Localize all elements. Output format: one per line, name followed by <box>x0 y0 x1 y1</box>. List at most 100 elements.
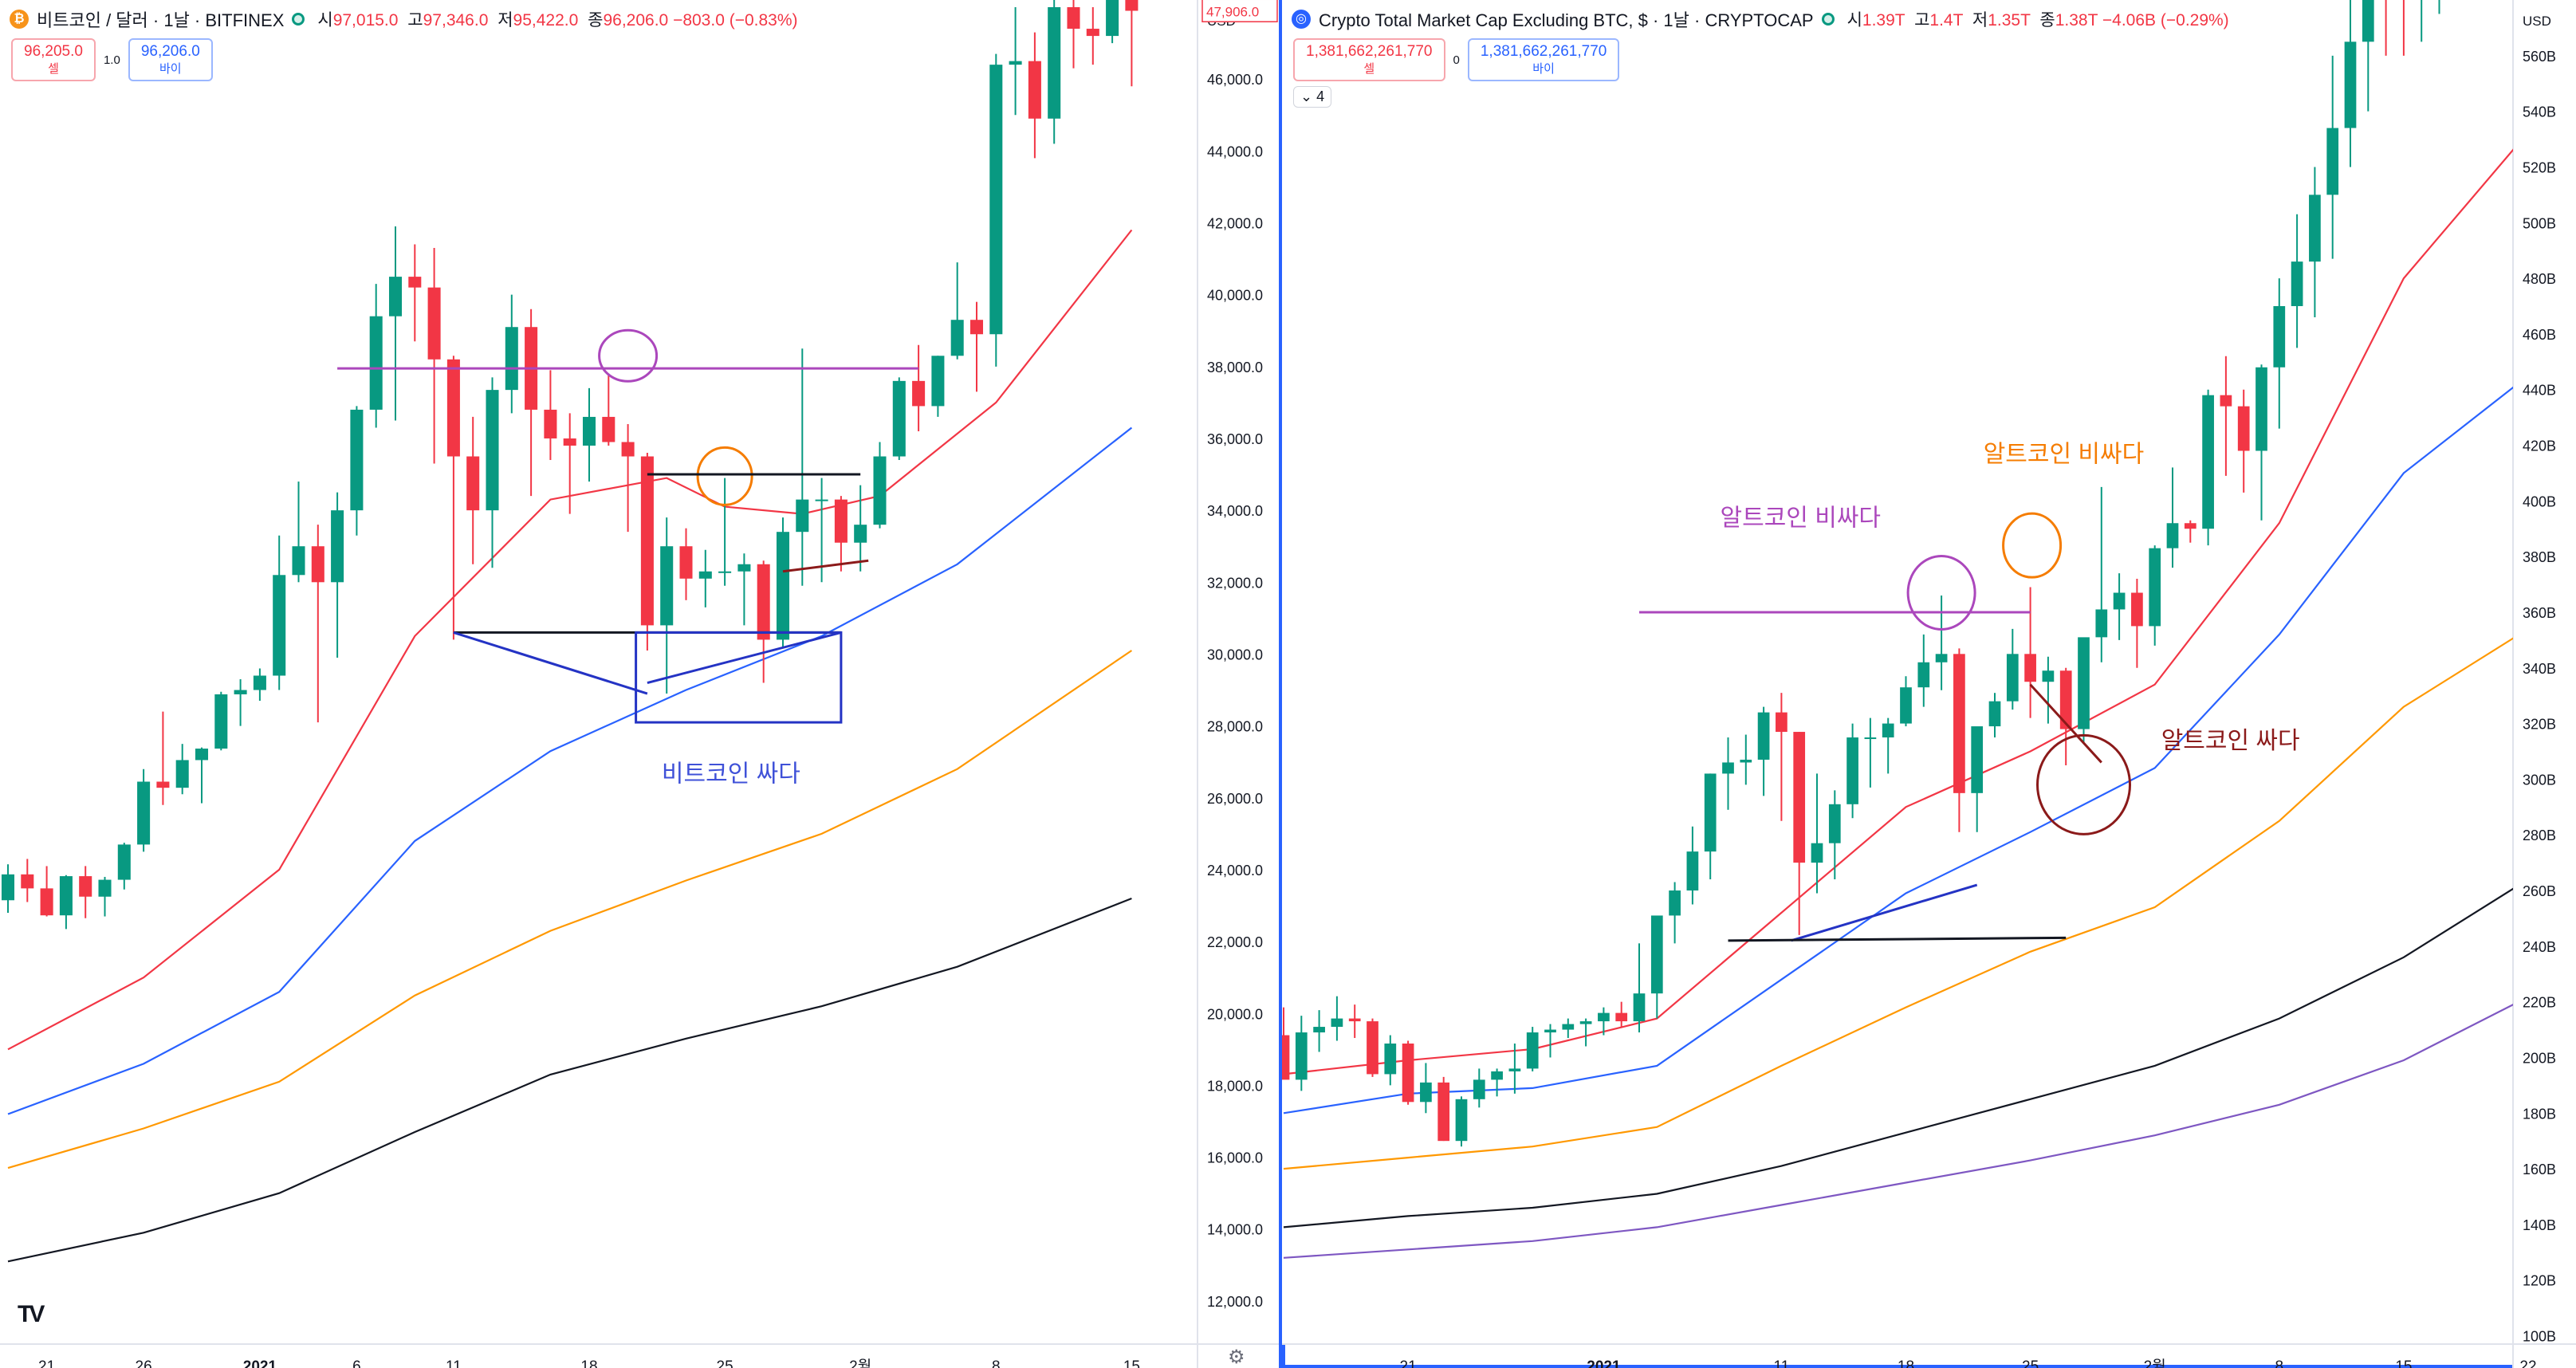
market-status-icon[interactable] <box>292 13 305 26</box>
candle-down <box>1953 654 1965 793</box>
y-tick-label: 140B <box>2523 1217 2556 1233</box>
close-value: 1.38T <box>2055 11 2098 29</box>
candle-up <box>175 760 189 788</box>
candle-down <box>834 499 848 543</box>
change-value: −4.06B (−0.29%) <box>2102 11 2229 29</box>
y-tick-label: 26,000.0 <box>1207 791 1263 807</box>
candle-up <box>350 409 364 511</box>
candle-down <box>21 874 34 889</box>
candle-down <box>79 876 92 897</box>
y-tick-label: 500B <box>2523 215 2556 231</box>
pane-divider[interactable] <box>1279 0 1282 1368</box>
moving-average-line <box>1283 887 2513 1228</box>
tradingview-logo[interactable]: TV <box>18 1301 45 1327</box>
y-tick-label: 38,000.0 <box>1207 360 1263 375</box>
market-status-icon[interactable] <box>1821 13 1835 26</box>
candle-down <box>757 564 770 640</box>
candle-up <box>1686 851 1699 891</box>
annotation-circle <box>1906 555 1976 631</box>
chevron-down-icon: ⌄ <box>1300 88 1313 104</box>
candle-down <box>156 781 170 788</box>
candle-down <box>544 409 557 438</box>
sell-button[interactable]: 1,381,662,261,770 셀 <box>1293 38 1445 81</box>
x-tick-label: 18 <box>1898 1358 1914 1368</box>
candle-up <box>1669 890 1681 916</box>
bitcoin-icon: ₿ <box>10 10 29 29</box>
altcap-candlestick-chart[interactable]: 100B 120B 140B 160B 180B 200B 220B 240B 260B 280B… <box>1282 0 2576 1368</box>
high-label: 고 <box>1914 11 1930 29</box>
candle-up <box>931 356 945 407</box>
candle-up <box>1864 737 1877 740</box>
annotation-text: 알트코인 싸다 <box>2161 728 2300 754</box>
candle-up <box>59 876 73 916</box>
candle-up <box>292 546 305 576</box>
candle-up <box>1846 737 1858 804</box>
settings-gear-icon[interactable]: ⚙ <box>1228 1346 1245 1368</box>
altcap-symbol-title[interactable]: Crypto Total Market Cap Excluding BTC, $… <box>1319 10 1814 30</box>
candle-down <box>1067 7 1080 29</box>
altcap-ohlc: 시1.39T 고1.4T 저1.35T 종1.38T −4.06B (−0.29… <box>1843 7 2229 31</box>
y-tick-label: 40,000.0 <box>1207 288 1263 304</box>
y-tick-label: 520B <box>2523 159 2556 175</box>
candle-down <box>621 442 635 457</box>
x-tick-label: 2021 <box>243 1358 277 1368</box>
altcap-legend: ◎ Crypto Total Market Cap Excluding BTC,… <box>1292 6 2229 32</box>
annotation-text: 알트코인 비싸다 <box>1984 441 2145 467</box>
candle-up <box>1384 1044 1397 1075</box>
candle-up <box>137 781 151 845</box>
candle-down <box>1793 732 1806 863</box>
y-tick-label: 22,000.0 <box>1207 934 1263 950</box>
buy-button[interactable]: 1,381,662,261,770 바이 <box>1467 38 1620 81</box>
btc-chart-pane[interactable]: 12,000.0 14,000.0 16,000.0 18,000.0 20,000.0… <box>0 0 1279 1368</box>
candle-up <box>2042 670 2055 682</box>
plot-area <box>0 0 1198 1344</box>
candle-up <box>1650 915 1663 994</box>
moving-average-line <box>7 229 1133 1051</box>
sell-label: 셀 <box>48 62 59 76</box>
candle-up <box>1420 1082 1432 1103</box>
candle-down <box>1437 1082 1450 1142</box>
candle-up <box>1722 762 1734 774</box>
y-tick-label: 440B <box>2523 383 2556 399</box>
candle-down <box>640 456 654 626</box>
sell-label: 셀 <box>1363 62 1375 76</box>
candle-down <box>1028 61 1041 119</box>
crypto-cap-icon: ◎ <box>1292 10 1311 29</box>
y-tick-label: 32,000.0 <box>1207 575 1263 591</box>
low-value: 1.35T <box>1988 11 2031 29</box>
buy-button[interactable]: 96,206.0 바이 <box>128 38 213 81</box>
candle-up <box>815 499 828 501</box>
moving-average-line <box>1283 148 2513 1075</box>
btc-candlestick-chart[interactable]: 12,000.0 14,000.0 16,000.0 18,000.0 20,000.0… <box>0 0 1279 1368</box>
candle-up <box>486 390 499 511</box>
low-value: 95,422.0 <box>513 11 579 29</box>
candle-up <box>1900 687 1912 724</box>
candle-up <box>2202 395 2214 529</box>
buy-label: 바이 <box>1532 62 1555 76</box>
y-tick-label: 360B <box>2523 605 2556 621</box>
candle-down <box>2220 395 2232 407</box>
y-tick-label: 300B <box>2523 772 2556 788</box>
altcap-chart-pane[interactable]: 100B 120B 140B 160B 180B 200B 220B 240B 260B 280B… <box>1282 0 2576 1368</box>
candle-down <box>2059 670 2072 729</box>
candle-up <box>796 499 809 533</box>
plot-area <box>1282 0 2513 1344</box>
x-tick-label: 15 <box>2395 1358 2412 1368</box>
btc-symbol-title[interactable]: 비트코인 / 달러 · 1날 · BITFINEX <box>37 10 285 30</box>
candle-up <box>2309 195 2321 262</box>
candle-up <box>1917 662 1930 688</box>
candle-up <box>1526 1032 1539 1069</box>
y-tick-label: 36,000.0 <box>1207 431 1263 447</box>
change-value: −803.0 (−0.83%) <box>673 11 798 29</box>
close-label: 종 <box>2039 11 2055 29</box>
candle-down <box>2184 523 2196 529</box>
high-value: 1.4T <box>1929 11 1964 29</box>
y-tick-label: 420B <box>2523 438 2556 454</box>
candle-up <box>698 571 712 579</box>
currency-label: USD <box>2523 14 2551 29</box>
candle-down <box>912 380 926 407</box>
annotation-cross <box>2029 683 2102 764</box>
indicators-collapse-button[interactable]: ⌄ 4 <box>1293 86 1332 108</box>
sell-button[interactable]: 96,205.0 셀 <box>11 38 96 81</box>
candle-up <box>2006 654 2019 702</box>
